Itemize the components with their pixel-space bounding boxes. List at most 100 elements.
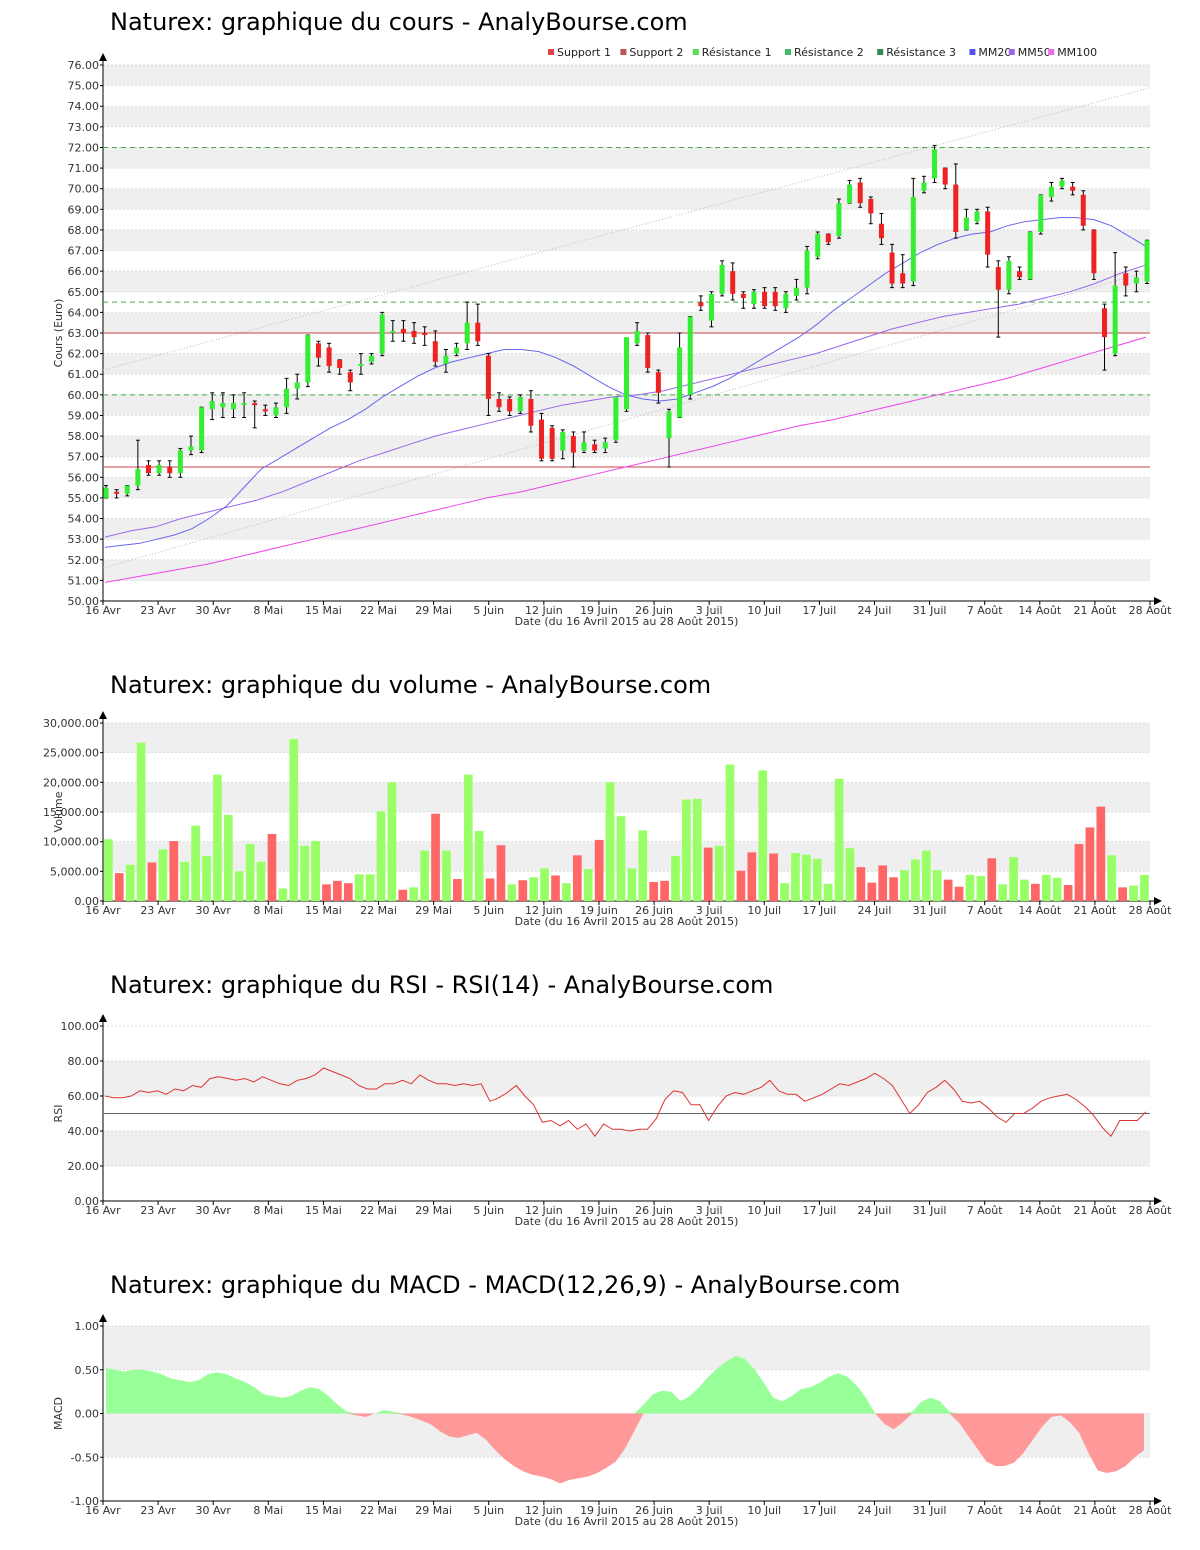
price-xtick-label: 7 Août (967, 604, 1004, 617)
legend-swatch (1048, 49, 1055, 55)
price-grid-band (103, 271, 1150, 292)
macd-xtick-label: 19 Juin (580, 1504, 618, 1517)
price-ytick-label: 75.00 (68, 80, 100, 93)
candle-body (1080, 194, 1086, 226)
price-grid-band (103, 436, 1150, 457)
macd-ytick-label: 0.50 (75, 1364, 100, 1377)
volume-bar (289, 739, 299, 901)
volume-bar (965, 874, 975, 901)
candle-body (602, 442, 608, 449)
volume-bar (398, 889, 408, 901)
volume-bar (169, 841, 179, 901)
volume-bar (627, 868, 637, 901)
candle-body (857, 182, 863, 204)
price-grid-band (103, 65, 1150, 86)
volume-bar (791, 852, 800, 901)
macd-xtick-label: 7 Août (967, 1504, 1004, 1517)
price-ytick-label: 72.00 (68, 141, 100, 154)
price-ytick-label: 63.00 (68, 327, 100, 340)
macd-grid-band (103, 1326, 1150, 1370)
volume-grid-band (103, 871, 1150, 901)
macd-xtick-label: 26 Juin (635, 1504, 673, 1517)
volume-ytick-label: 15,000.00 (43, 806, 99, 819)
macd-xtick-label: 31 Juil (913, 1504, 947, 1517)
price-xtick-label: 19 Juin (580, 604, 618, 617)
volume-bar (518, 880, 528, 901)
price-ytick-label: 65.00 (68, 286, 100, 299)
volume-grid-band (103, 782, 1150, 812)
price-ytick-label: 73.00 (68, 121, 100, 134)
rsi-y-arrow (99, 1014, 107, 1022)
volume-bar (1140, 874, 1149, 901)
volume-bar (343, 883, 353, 901)
rsi-xtick-label: 16 Avr (85, 1204, 121, 1217)
price-ytick-label: 66.00 (68, 265, 100, 278)
volume-chart-title: Naturex: graphique du volume - AnalyBour… (110, 671, 712, 699)
price-xtick-label: 28 Août (1129, 604, 1173, 617)
volume-xtick-label: 14 Août (1018, 904, 1062, 917)
price-ytick-label: 70.00 (68, 183, 100, 196)
volume-bar (583, 868, 593, 901)
price-ytick-label: 64.00 (68, 306, 100, 319)
rsi-line (104, 1067, 1147, 1138)
volume-bar (671, 855, 680, 901)
legend-swatch (692, 49, 699, 55)
rsi-grid-band (103, 1131, 1150, 1166)
volume-bar (223, 814, 233, 901)
volume-bar (180, 861, 190, 901)
volume-xtick-label: 30 Avr (196, 904, 232, 917)
legend-swatch (548, 49, 554, 55)
volume-bar (322, 884, 331, 901)
rsi-grid-band (103, 1166, 1150, 1201)
candle-body (443, 355, 449, 364)
rsi-xlabel: Date (du 16 Avril 2015 au 28 Août 2015) (515, 1215, 739, 1228)
price-xtick-label: 12 Juin (525, 604, 563, 617)
candle-body (900, 273, 906, 284)
price-xtick-label: 21 Août (1073, 604, 1117, 617)
volume-xtick-label: 16 Avr (85, 904, 121, 917)
price-grid-band (103, 415, 1150, 437)
candle-body (963, 217, 969, 230)
volume-xtick-label: 24 Juil (858, 904, 892, 917)
candle-body (666, 411, 672, 439)
rsi-xtick-label: 24 Juil (858, 1204, 892, 1217)
volume-bar (1052, 877, 1062, 901)
candle-body (517, 396, 523, 412)
rsi-grid-band (103, 1026, 1150, 1061)
volume-bar (191, 825, 200, 901)
macd-xtick-label: 21 Août (1073, 1504, 1117, 1517)
macd-ytick-label: 1.00 (75, 1320, 100, 1333)
macd-xtick-label: 8 Mai (253, 1504, 283, 1517)
price-chart: 50.00 51.00 52.00 53.00 54.00 55.00 56.00 57.00… (52, 46, 1173, 628)
volume-ytick-label: 30,000.00 (43, 717, 99, 730)
volume-bar (125, 864, 135, 901)
candle-body (475, 322, 481, 342)
volume-bar (802, 854, 811, 901)
volume-bar (867, 882, 877, 901)
legend-swatch (620, 49, 627, 55)
macd-y-arrow (99, 1314, 107, 1322)
volume-ylabel: Volume (52, 791, 65, 832)
volume-bar (409, 887, 419, 901)
candle-body (209, 401, 215, 410)
price-grid-band (103, 126, 1150, 148)
price-grid-band (103, 250, 1150, 272)
candle-body (199, 407, 205, 451)
candle-body (230, 403, 236, 410)
volume-bar (256, 861, 266, 901)
candle-body (560, 431, 566, 451)
volume-bar (976, 876, 986, 901)
price-y-arrow (99, 53, 107, 61)
volume-bar (474, 830, 484, 901)
volume-bar (420, 850, 429, 901)
candle-body (645, 335, 651, 369)
price-ytick-label: 57.00 (68, 451, 100, 464)
volume-bar (1107, 855, 1117, 901)
price-ytick-label: 52.00 (68, 554, 100, 567)
candle-body (878, 223, 884, 239)
legend-label: MM20 (978, 46, 1011, 59)
rsi-ytick-label: 100.00 (61, 1020, 100, 1033)
rsi-xtick-label: 17 Juil (802, 1204, 836, 1217)
volume-bar (856, 867, 866, 901)
candle-body (1112, 285, 1118, 354)
